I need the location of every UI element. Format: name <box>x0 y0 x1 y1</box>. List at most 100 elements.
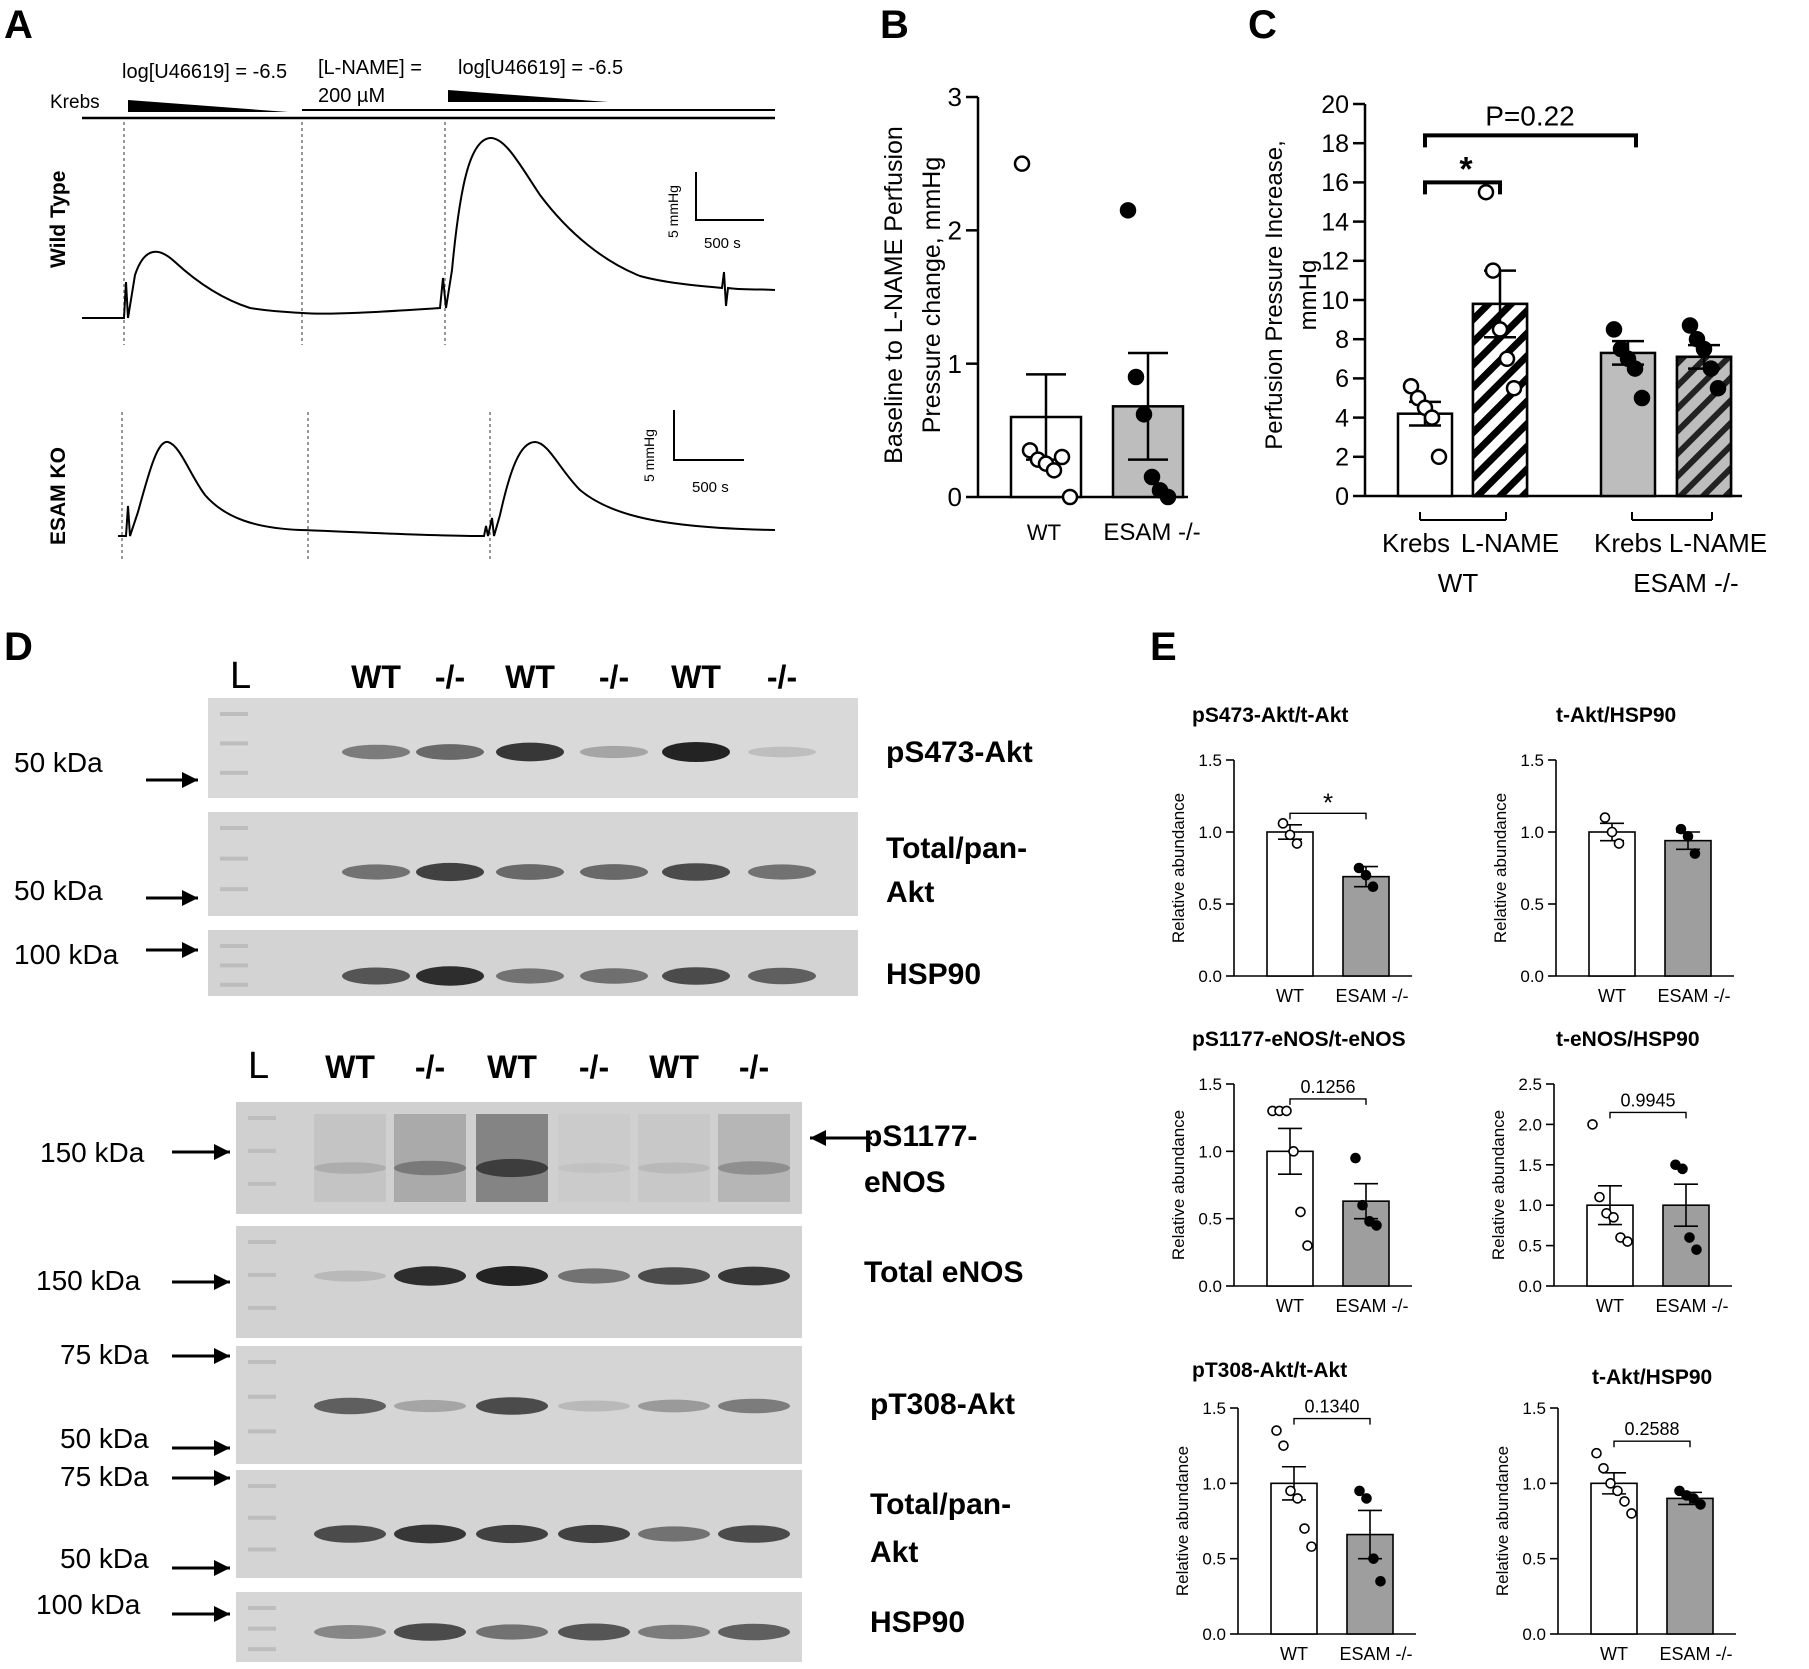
ladder-lane-label: L <box>248 1045 269 1087</box>
data-point <box>1357 1199 1368 1211</box>
data-point <box>1119 202 1137 219</box>
data-point <box>1477 183 1495 201</box>
y-tick-label: 6 <box>1335 365 1349 393</box>
protein-band <box>314 1397 386 1415</box>
y-axis-label: Relative abundance <box>1169 1110 1188 1260</box>
y-tick-label: 0 <box>948 482 962 512</box>
blot-label-hsp90: HSP90 <box>870 1606 965 1639</box>
protein-band <box>394 1266 466 1286</box>
ladder-band <box>220 944 248 948</box>
comparison-bracket <box>1609 1111 1687 1119</box>
panel-letter-e: E <box>1150 625 1177 669</box>
data-point <box>1277 818 1289 829</box>
lane-label-wt: WT <box>351 659 401 695</box>
protein-band <box>342 744 410 760</box>
x-label-wt: WT <box>1596 1296 1624 1316</box>
x-label-wt: WT <box>1276 1296 1304 1316</box>
blot-strip <box>236 1470 802 1578</box>
bar-wt <box>1270 1482 1318 1635</box>
protein-smear <box>718 1114 790 1202</box>
significance-star: * <box>1459 150 1473 188</box>
pvalue-label: P=0.22 <box>1485 100 1575 131</box>
protein-band <box>748 864 816 880</box>
data-point <box>1491 321 1509 338</box>
ladder-band <box>248 1429 276 1434</box>
data-point <box>1288 1146 1299 1157</box>
lane-label-ko: -/- <box>435 659 465 695</box>
data-point <box>1599 812 1611 823</box>
y-tick-label: 1.5 <box>1202 1399 1226 1418</box>
blot-strip <box>236 1226 802 1338</box>
blot-membrane <box>208 930 858 996</box>
y-tick-label: 0.5 <box>1198 895 1222 914</box>
data-point <box>1292 1493 1303 1504</box>
y-tick-label: 0.5 <box>1518 1237 1542 1256</box>
ladder-band <box>220 712 248 716</box>
scale-bar-mmhg-label: 5 mmHg <box>665 185 681 238</box>
panel-a: A Krebs log[U46619] = -6.5 [L-NAME] = 20… <box>4 3 776 560</box>
data-point <box>1295 1206 1306 1218</box>
blot-strip <box>236 1346 802 1464</box>
blot-strip <box>208 812 858 916</box>
ladder-band <box>248 1394 276 1399</box>
western-blot-akt-hsp90: L WT -/- WT -/- WT -/- <box>146 655 858 996</box>
protein-band <box>662 742 730 762</box>
panel-c-ylabel-line1: Perfusion Pressure Increase, <box>1261 140 1288 449</box>
data-point <box>1271 1425 1282 1436</box>
data-point <box>1702 360 1720 377</box>
protein-band <box>718 1266 790 1286</box>
y-axis-label: Relative abundance <box>1489 1110 1508 1260</box>
chart-t-enos-hsp90: t-eNOS/HSP90 0.0 0.5 1.0 1.5 2.0 2.5 Relative a… <box>1489 1028 1732 1316</box>
x-label-wt: WT <box>1280 1644 1308 1664</box>
data-point <box>1354 1485 1365 1497</box>
y-tick-label: 1.0 <box>1198 823 1222 842</box>
data-point <box>1367 881 1379 893</box>
data-point <box>1013 155 1031 172</box>
ladder-band <box>248 1484 276 1488</box>
blot-membrane <box>208 812 858 916</box>
data-point <box>1681 317 1699 334</box>
blot-label-ps1177-enos-line2: eNOS <box>864 1166 946 1199</box>
data-point <box>1143 468 1161 486</box>
marker-arrowhead <box>214 1560 230 1576</box>
x-label-esam: ESAM -/- <box>1103 519 1200 546</box>
blot-membrane <box>236 1470 802 1578</box>
data-point <box>1135 406 1153 423</box>
comparison-bracket <box>1289 1098 1367 1105</box>
protein-smear <box>558 1114 630 1202</box>
y-tick-label: 0.5 <box>1202 1550 1226 1569</box>
trace-esam-ko <box>118 440 776 538</box>
protein-band <box>342 967 410 985</box>
blot-strip <box>208 698 858 798</box>
protein-band <box>394 1160 466 1176</box>
protein-smear <box>476 1114 548 1202</box>
lane-label-wt: WT <box>649 1049 699 1085</box>
y-axis-label: Relative abundance <box>1493 1446 1512 1596</box>
data-point <box>1605 1478 1616 1489</box>
ladder-band <box>220 826 248 830</box>
y-tick-label: 1.0 <box>1518 1196 1542 1215</box>
lane-label-wt: WT <box>671 659 721 695</box>
y-axis-label: Relative abundance <box>1491 793 1510 943</box>
blot-label-ps1177-enos: pS1177- <box>864 1120 977 1153</box>
data-point <box>1306 1541 1317 1552</box>
chart-title: pS1177-eNOS/t-eNOS <box>1192 1028 1406 1051</box>
protein-band <box>638 1624 710 1640</box>
protein-band <box>394 1399 466 1413</box>
y-tick-label: 1.0 <box>1522 1474 1546 1493</box>
x-label-lname: L-NAME <box>1669 528 1767 558</box>
data-point <box>1281 1105 1292 1117</box>
y-tick-label: 1.5 <box>1198 1075 1222 1094</box>
protein-band <box>476 1266 548 1286</box>
u46619-label-first: log[U46619] = -6.5 <box>122 61 287 83</box>
x-label-lname: L-NAME <box>1461 528 1559 558</box>
marker-100kda: 100 kDa <box>36 1589 141 1620</box>
lane-label-ko: -/- <box>415 1049 445 1085</box>
y-tick-label: 1 <box>948 349 962 379</box>
protein-band <box>662 967 730 985</box>
protein-band <box>416 744 484 760</box>
bar-hatch <box>1675 355 1733 498</box>
marker-150kda: 150 kDa <box>40 1137 145 1168</box>
blot-strip <box>236 1592 802 1662</box>
data-point <box>1619 1496 1630 1507</box>
